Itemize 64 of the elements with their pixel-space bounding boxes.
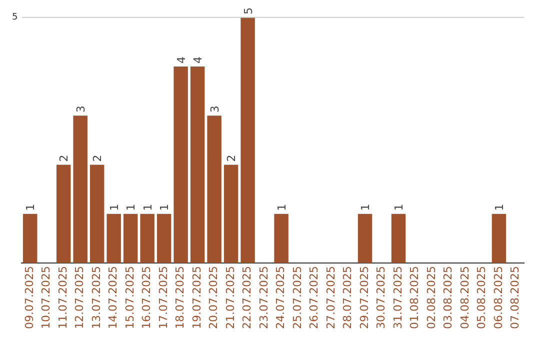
bar: [140, 214, 154, 264]
data-label: 3: [208, 106, 222, 113]
x-tick-label: 20.07.2025: [207, 266, 220, 330]
data-label: 1: [392, 204, 406, 211]
data-label: 1: [158, 204, 172, 211]
x-tick-label: 13.07.2025: [90, 266, 103, 330]
data-label: 2: [91, 154, 104, 162]
bar: [106, 214, 121, 264]
bar: [207, 116, 222, 264]
bar: [224, 164, 238, 264]
x-tick-label: 31.07.2025: [391, 266, 404, 330]
x-tick-label: 18.07.2025: [174, 266, 187, 330]
x-tick-label: 11.07.2025: [56, 266, 70, 330]
bar: [391, 214, 406, 264]
x-tick-label: 12.07.2025: [73, 266, 86, 330]
x-tick-label: 26.07.2025: [308, 266, 321, 330]
x-tick-label: 22.07.2025: [240, 266, 254, 330]
x-tick-label: 16.07.2025: [140, 266, 154, 330]
data-label: 2: [58, 154, 71, 162]
data-label: 5: [242, 7, 255, 14]
bar: [174, 66, 188, 264]
bar: [274, 214, 288, 264]
x-tick-label: 03.08.2025: [442, 266, 455, 330]
data-label: 1: [124, 204, 138, 211]
x-tick-label: 28.07.2025: [341, 266, 354, 330]
x-tick-label: 10.07.2025: [40, 266, 53, 330]
data-label: 4: [192, 56, 205, 64]
x-tick-label: 25.07.2025: [290, 266, 304, 330]
data-label: 1: [141, 204, 154, 211]
x-tick-label: 27.07.2025: [324, 266, 338, 330]
x-tick-label: 07.08.2025: [508, 266, 522, 330]
x-tick-label: 23.07.2025: [257, 266, 270, 330]
bar: [123, 214, 138, 264]
x-tick-label: 30.07.2025: [374, 266, 388, 330]
bar: [492, 214, 506, 264]
x-tick-label: 05.08.2025: [475, 266, 488, 330]
data-label: 1: [108, 204, 121, 211]
x-tick-label: 04.08.2025: [458, 266, 472, 330]
data-label: 1: [359, 204, 372, 211]
bar: [22, 214, 38, 264]
bar: [240, 17, 255, 264]
bar: [73, 116, 88, 264]
x-tick-label: 09.07.2025: [22, 266, 36, 330]
x-tick-label: 19.07.2025: [190, 266, 204, 330]
x-tick-label: 01.08.2025: [408, 266, 422, 330]
x-tick-label: 15.07.2025: [123, 266, 136, 330]
x-tick-label: 17.07.2025: [156, 266, 170, 330]
bar: [56, 164, 71, 264]
x-tick-label: 24.07.2025: [274, 266, 288, 330]
data-label: 1: [24, 204, 38, 211]
data-label: 2: [225, 154, 238, 162]
data-label: 1: [275, 204, 288, 211]
x-tick-label: 21.07.2025: [224, 266, 237, 330]
bar: [358, 214, 372, 264]
x-tick-label: 29.07.2025: [358, 266, 371, 330]
bar: [90, 164, 104, 264]
data-label: 3: [74, 106, 88, 113]
bar: [156, 214, 172, 264]
bar: [190, 66, 205, 264]
data-label: 1: [492, 204, 506, 211]
x-tick-label: 02.08.2025: [424, 266, 438, 330]
x-tick-label: 06.08.2025: [492, 266, 505, 330]
x-tick-label: 14.07.2025: [106, 266, 120, 330]
data-label: 4: [174, 56, 188, 64]
